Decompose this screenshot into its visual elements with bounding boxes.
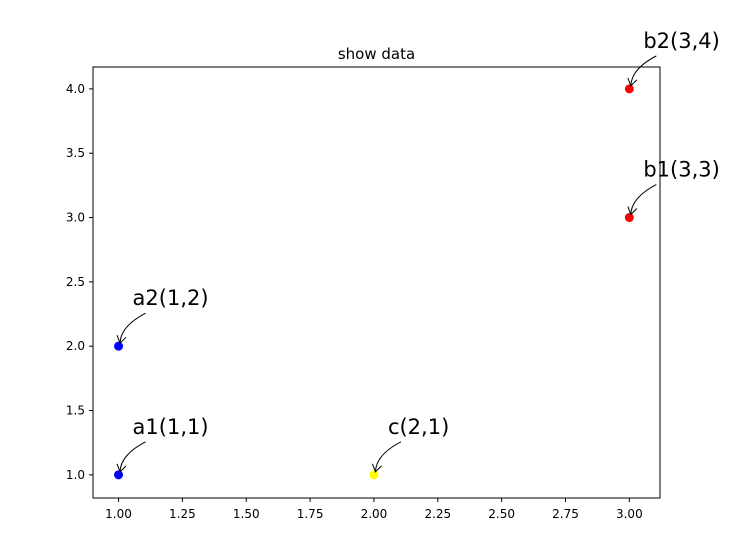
y-tick-label: 1.0 <box>66 468 85 482</box>
annotation-arrowhead <box>371 463 382 473</box>
plot-area: 1.00 1.25 1.50 1.75 2.00 2.25 2.50 2.75 3.00 1.0 1… <box>66 29 720 521</box>
chart-title: show data <box>338 45 415 63</box>
data-point <box>624 84 634 94</box>
annotation-arrow <box>630 184 657 215</box>
annotation-label: b1(3,3) <box>643 158 719 182</box>
plot-frame <box>92 66 661 499</box>
annotation-arrow <box>119 441 146 472</box>
annotation-arrowhead <box>627 77 638 87</box>
annotation-label: a1(1,1) <box>133 415 209 439</box>
y-tick-label: 2.0 <box>66 339 85 353</box>
data-point <box>114 341 124 351</box>
x-tick-label: 2.00 <box>361 507 388 521</box>
x-tick-label: 1.75 <box>297 507 324 521</box>
y-tick-label: 4.0 <box>66 82 85 96</box>
annotation-arrow <box>119 312 146 344</box>
annotation-label: b2(3,4) <box>643 29 719 53</box>
x-tick-label: 3.00 <box>616 507 643 521</box>
x-tick-label: 2.25 <box>424 507 451 521</box>
y-tick-label: 3.5 <box>66 146 85 160</box>
annotation-label: a2(1,2) <box>133 286 209 310</box>
data-point <box>369 470 379 480</box>
x-tick-label: 1.00 <box>105 507 132 521</box>
annotation-label: c(2,1) <box>388 415 449 439</box>
annotation-arrowhead <box>116 335 127 345</box>
data-point <box>624 213 634 223</box>
y-tick-label: 3.0 <box>66 211 85 225</box>
x-tick-label: 2.75 <box>552 507 579 521</box>
data-point <box>114 470 124 480</box>
annotation-arrowhead <box>627 206 638 216</box>
y-tick-label: 1.5 <box>66 404 85 418</box>
y-tick-label: 2.5 <box>66 275 85 289</box>
annotation-arrow <box>630 55 657 86</box>
annotation-arrow <box>374 441 402 472</box>
annotation-arrowhead <box>116 463 127 473</box>
x-tick-label: 1.50 <box>233 507 260 521</box>
x-tick-label: 2.50 <box>488 507 515 521</box>
x-tick-label: 1.25 <box>169 507 196 521</box>
